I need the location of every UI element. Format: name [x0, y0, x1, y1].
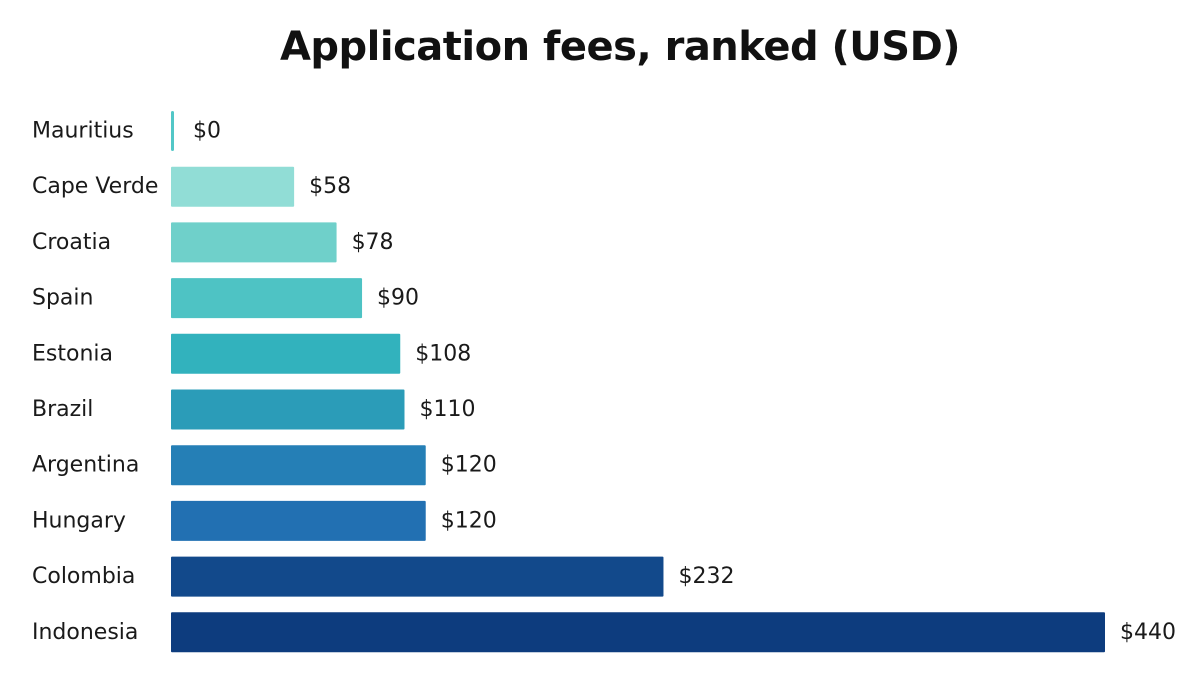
bar-colombia: [171, 556, 664, 597]
category-label: Argentina: [32, 453, 139, 478]
value-label: $232: [678, 564, 734, 589]
category-label: Estonia: [32, 341, 113, 366]
value-label: $108: [415, 341, 471, 366]
category-label: Croatia: [32, 230, 111, 255]
bar-mauritius: [171, 111, 174, 151]
bar-cape-verde: [171, 166, 295, 207]
bar-hungary: [171, 500, 426, 541]
bar-argentina: [171, 445, 426, 486]
bar-spain: [171, 278, 363, 319]
value-label: $78: [352, 230, 394, 255]
category-label: Brazil: [32, 397, 93, 422]
category-label: Hungary: [32, 508, 126, 533]
category-label: Indonesia: [32, 620, 138, 645]
bar-estonia: [171, 333, 401, 374]
value-label: $120: [441, 453, 497, 478]
bar-brazil: [171, 389, 405, 430]
value-label: $58: [309, 174, 351, 199]
bar-indonesia: [171, 612, 1105, 653]
value-label: $120: [441, 508, 497, 533]
category-label: Colombia: [32, 564, 135, 589]
value-label: $90: [377, 286, 419, 311]
value-label: $440: [1120, 620, 1176, 645]
category-label: Cape Verde: [32, 174, 158, 199]
value-label: $110: [420, 397, 476, 422]
category-label: Spain: [32, 286, 93, 311]
value-label: $0: [193, 119, 221, 144]
chart-title: Application fees, ranked (USD): [279, 24, 961, 70]
bar-croatia: [171, 222, 337, 263]
category-label: Mauritius: [32, 119, 134, 144]
